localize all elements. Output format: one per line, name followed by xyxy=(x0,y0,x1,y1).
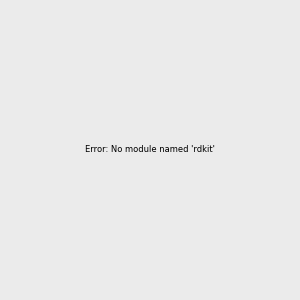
Text: Error: No module named 'rdkit': Error: No module named 'rdkit' xyxy=(85,146,215,154)
